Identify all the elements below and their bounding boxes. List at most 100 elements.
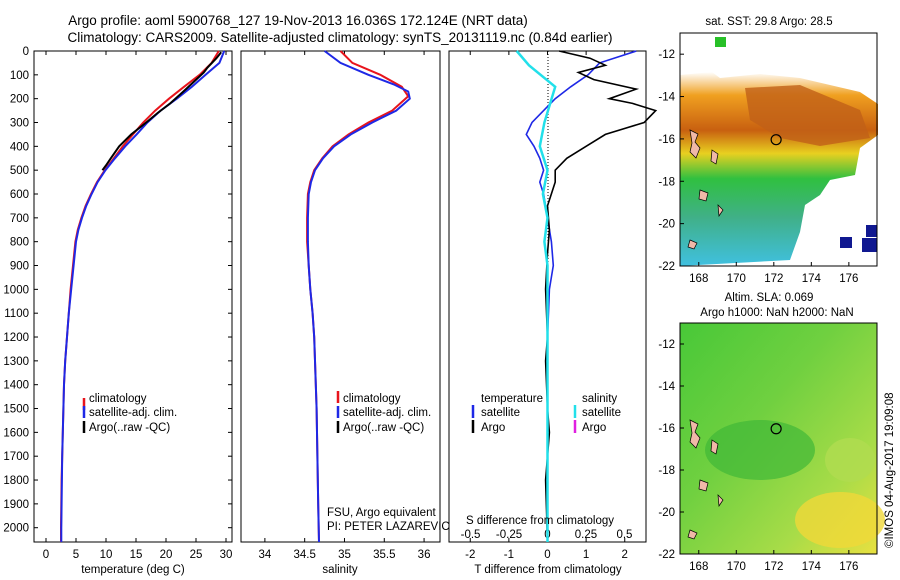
temperature-panel: 0100200300400500600700800900100011001200… [3, 46, 646, 576]
x-tick-label: 34.5 [293, 549, 315, 561]
x-tick-label: 5 [73, 549, 79, 561]
depth-tick-label: 1100 [4, 308, 29, 320]
series-line-satellite-adj-clim- [306, 50, 411, 543]
salinity-series [306, 50, 411, 543]
salinity-plot-frame [240, 50, 441, 543]
sst-cell [866, 225, 877, 237]
x-tick-label: 20 [160, 549, 173, 561]
map-lat-label: -22 [658, 549, 675, 561]
t-difference-x-axis: -2 -1 0 1 2 [465, 51, 628, 561]
depth-tick-label: 100 [10, 70, 29, 82]
map-lat-label: -16 [658, 134, 675, 146]
depth-tick-label: 400 [10, 141, 29, 153]
legend-climatology: climatology [343, 393, 401, 405]
legend-satellite: satellite-adj. clim. [89, 407, 177, 419]
temperature-x-axis: 0 5 10 15 20 25 30 [43, 51, 232, 561]
sst-cell [840, 237, 852, 248]
map-lat-label: -12 [658, 49, 675, 61]
temperature-series [60, 50, 226, 542]
annotation-fsu: FSU, Argo equivalent [327, 507, 436, 519]
sst-warm-core [745, 85, 870, 146]
imos-stamp: ©IMOS 04-Aug-2017 19:09:08 [884, 392, 896, 548]
map-lat-label: -20 [658, 507, 675, 519]
salinity-x-axis: 34 34.5 35 35.5 36 [258, 51, 430, 561]
map-lon-label: 170 [727, 561, 746, 573]
sla-map-title: Altim. SLA: 0.069 [725, 292, 814, 304]
map-lat-label: -18 [658, 465, 675, 477]
salinity-legend: climatology satellite-adj. clim. Argo(..… [336, 391, 431, 434]
sst-cell [715, 37, 726, 47]
legend-salinity-title: salinity [582, 393, 617, 405]
legend-climatology: climatology [89, 393, 147, 405]
depth-tick-label: 600 [10, 189, 29, 201]
legend-satellite: satellite-adj. clim. [343, 407, 431, 419]
x2-tick-label: -0.25 [496, 529, 522, 541]
map-lat-label: -20 [658, 219, 675, 231]
map-lat-label: -14 [658, 92, 675, 104]
map-lat-label: -12 [658, 339, 675, 351]
x-tick-label: 36 [418, 549, 431, 561]
map-lat-label: -22 [658, 261, 675, 273]
legend-temperature-title: temperature [481, 393, 543, 405]
sst-map-title: sat. SST: 29.8 Argo: 28.5 [705, 16, 832, 28]
map-lon-label: 172 [764, 273, 783, 285]
map-lon-label: 170 [727, 273, 746, 285]
depth-tick-label: 1300 [3, 356, 29, 368]
difference-legend: temperature satellite Argo salinity sate… [471, 393, 621, 434]
sst-map: sat. SST: 29.8 Argo: 28.5 168 170 172 174 17… [658, 16, 878, 285]
map-lon-label: 174 [802, 273, 822, 285]
legend-sal-satellite: satellite [582, 407, 621, 419]
annotation-pi: PI: PETER LAZAREVICH [327, 521, 458, 533]
salinity-x-label: salinity [322, 564, 357, 576]
sla-map-axes: 168 170 172 174 176 -12 -14 -16 -18 -20 -22 [658, 339, 858, 573]
sst-cell [862, 238, 877, 252]
map-lon-label: 176 [839, 273, 858, 285]
t-difference-x-label: T difference from climatology [474, 564, 621, 576]
x-tick-label: 34 [258, 549, 271, 561]
figure-title-line1: Argo profile: aoml 5900768_127 19-Nov-20… [68, 13, 528, 28]
x-tick-label: 25 [190, 549, 203, 561]
salinity-panel: 34 34.5 35 35.5 36 salinity climatology sate… [240, 50, 458, 576]
sla-map: Altim. SLA: 0.069 Argo h1000: NaN h2000:… [658, 292, 885, 573]
series-line-argo-raw-qc- [101, 51, 222, 171]
depth-tick-label: 700 [10, 213, 29, 225]
x-tick-label: 0 [43, 549, 49, 561]
legend-sal-argo: Argo [582, 422, 606, 434]
map-lon-label: 176 [839, 561, 858, 573]
difference-series [515, 50, 658, 543]
difference-panel: -2 -1 0 1 2 -0.5 -0.25 0 0.25 0.5 T difference f… [448, 50, 658, 576]
x-tick-label: 35.5 [373, 549, 395, 561]
s-difference-x-label: S difference from climatology [466, 515, 614, 527]
map-lon-label: 168 [689, 273, 708, 285]
map-lat-label: -16 [658, 423, 675, 435]
x-tick-label: 10 [100, 549, 113, 561]
series-line-temperature-satellite [525, 50, 637, 542]
depth-tick-label: 500 [10, 165, 29, 177]
temperature-legend: climatology satellite-adj. clim. Argo(..… [82, 393, 177, 434]
sla-map-frame [679, 322, 878, 555]
map-lon-label: 168 [689, 561, 708, 573]
x2-tick-label: -0.5 [461, 529, 481, 541]
map-lat-label: -18 [658, 176, 675, 188]
depth-tick-label: 1600 [3, 427, 29, 439]
depth-tick-label: 200 [10, 94, 29, 106]
depth-tick-label: 2000 [3, 523, 29, 535]
depth-tick-label: 1000 [3, 284, 29, 296]
legend-argo: Argo(..raw -QC) [343, 422, 424, 434]
legend-temp-satellite: satellite [481, 407, 520, 419]
depth-tick-label: 1400 [3, 380, 29, 392]
depth-tick-label: 300 [10, 118, 29, 130]
depth-tick-label: 0 [23, 46, 29, 58]
temperature-x-label: temperature (deg C) [81, 564, 185, 576]
sla-map-subtitle: Argo h1000: NaN h2000: NaN [700, 307, 853, 319]
depth-tick-label: 900 [10, 261, 29, 273]
sst-islands [687, 129, 724, 250]
sla-islands [687, 419, 724, 540]
x-tick-label: -2 [465, 549, 475, 561]
map-lat-label: -14 [658, 381, 675, 393]
sla-high [825, 438, 875, 482]
map-lon-label: 172 [764, 561, 783, 573]
map-lon-label: 174 [802, 561, 822, 573]
depth-tick-label: 1800 [3, 475, 29, 487]
